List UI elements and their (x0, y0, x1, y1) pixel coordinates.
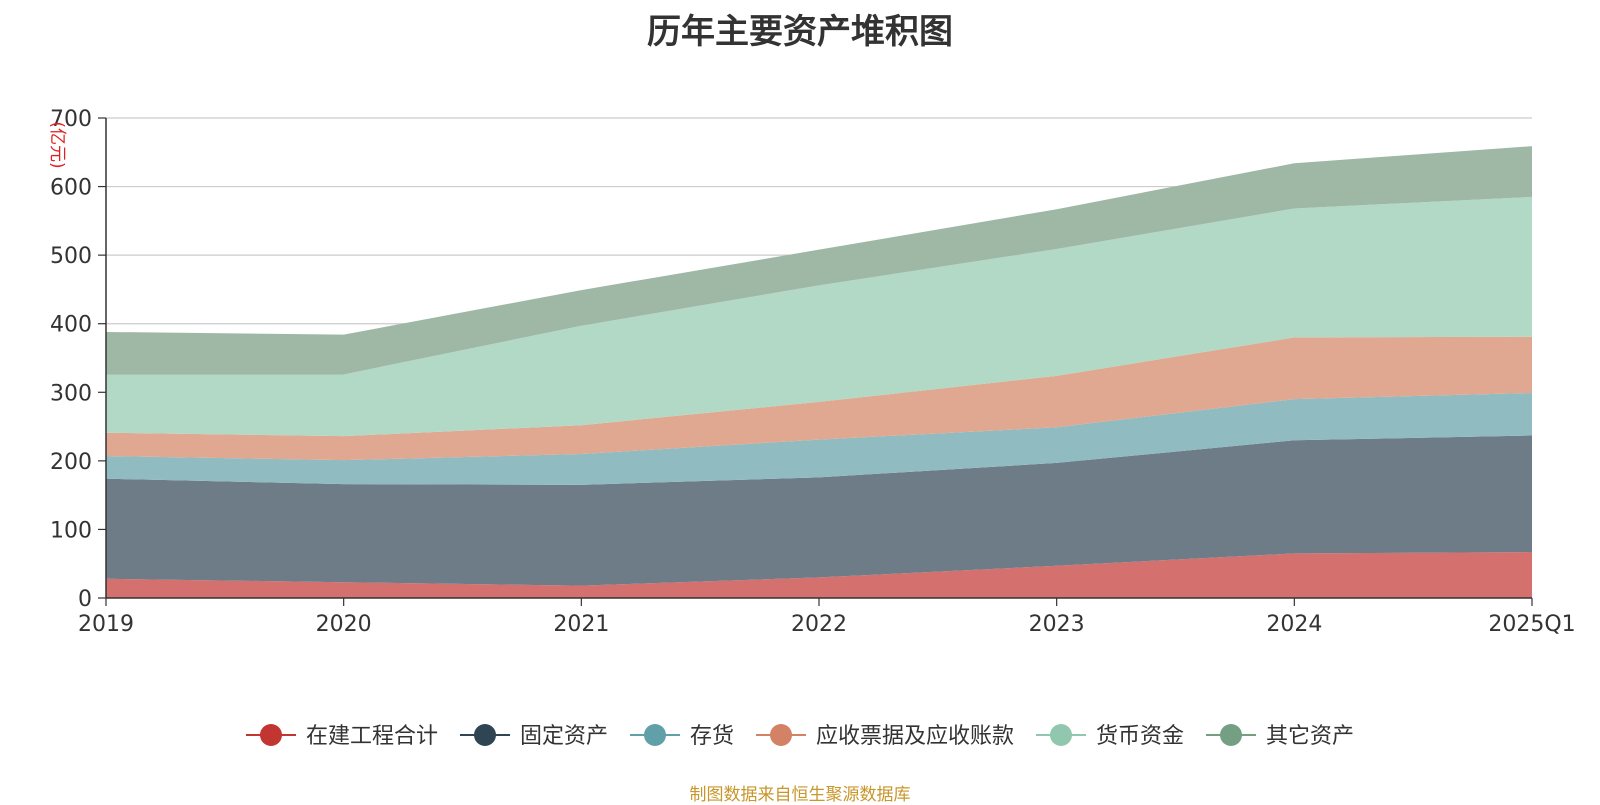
y-tick-labels: 0 100 200 300 400 500 600 700 (50, 107, 92, 612)
legend-item[interactable]: 其它资产 (1206, 724, 1354, 749)
x-tick-label: 2022 (791, 612, 847, 637)
legend-label: 存货 (690, 724, 734, 749)
y-tick-label: 400 (50, 313, 92, 338)
x-tick-labels: 2019 2020 2021 2022 2023 2024 2025Q1 (78, 598, 1576, 637)
y-unit-label: (亿元) (47, 121, 67, 168)
area-series-2 (106, 392, 1532, 485)
y-tick-label: 500 (50, 244, 92, 269)
legend-label: 其它资产 (1266, 724, 1354, 749)
y-tick-label: 200 (50, 450, 92, 475)
x-tick-label: 2021 (553, 612, 609, 637)
area-series-1 (106, 435, 1532, 586)
legend-item[interactable]: 应收票据及应收账款 (756, 724, 1014, 749)
area-series (106, 146, 1532, 598)
legend-label: 固定资产 (520, 724, 608, 749)
x-tick-label: 2023 (1029, 612, 1085, 637)
y-tick-label: 100 (50, 518, 92, 543)
legend-marker (644, 724, 666, 746)
y-tick-label: 700 (50, 107, 92, 132)
area-series-4 (106, 196, 1532, 437)
legend-label: 应收票据及应收账款 (816, 724, 1014, 749)
legend-marker (1050, 724, 1072, 746)
legend-item[interactable]: 货币资金 (1036, 724, 1184, 749)
area-series-3 (106, 336, 1532, 461)
legend-marker (260, 724, 282, 746)
legend-item[interactable]: 存货 (630, 724, 734, 749)
y-tick-label: 0 (78, 587, 92, 612)
legend-marker (474, 724, 496, 746)
x-tick-label: 2019 (78, 612, 134, 637)
area-series-0 (106, 552, 1532, 598)
y-tick-label: 600 (50, 176, 92, 201)
legend-label: 货币资金 (1096, 724, 1184, 749)
x-tick-label: 2024 (1266, 612, 1322, 637)
legend-marker (770, 724, 792, 746)
legend-item[interactable]: 固定资产 (460, 724, 608, 749)
source-note: 制图数据来自恒生聚源数据库 (689, 785, 911, 805)
area-series-5 (106, 146, 1532, 375)
x-tick-label: 2025Q1 (1488, 612, 1575, 637)
legend: 在建工程合计 固定资产 存货 应收票据及应收账款 货币资金 其它资产 (246, 724, 1354, 749)
y-tick-label: 300 (50, 381, 92, 406)
legend-marker (1220, 724, 1242, 746)
legend-item[interactable]: 在建工程合计 (246, 724, 438, 749)
legend-label: 在建工程合计 (306, 724, 438, 749)
x-tick-label: 2020 (316, 612, 372, 637)
chart-title: 历年主要资产堆积图 (647, 12, 953, 52)
